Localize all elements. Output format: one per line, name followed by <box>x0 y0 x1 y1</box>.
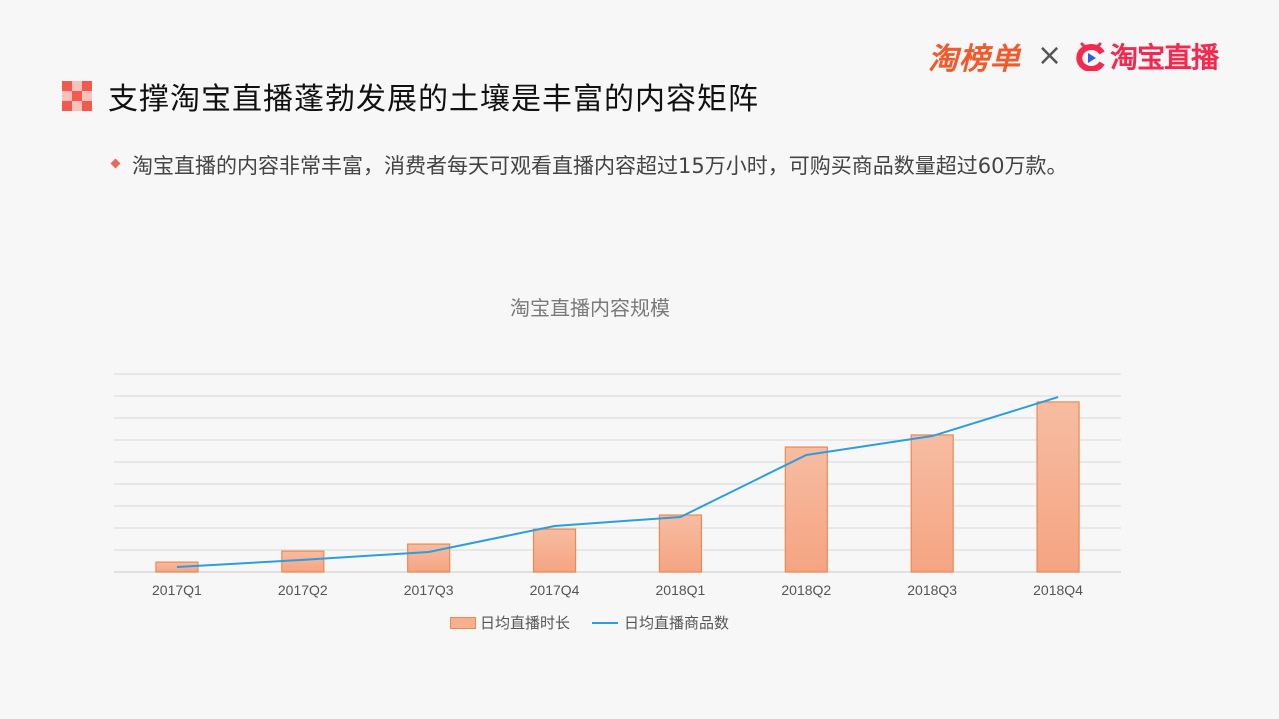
collab-separator: × <box>1037 38 1063 73</box>
header-logos: 淘榜单 × 淘宝直播 <box>928 36 1219 78</box>
x-axis-labels: 2017Q1 2017Q2 2017Q3 2017Q4 2018Q1 2018Q2 2018… <box>152 582 1083 598</box>
bar <box>658 514 703 573</box>
checker-icon <box>62 81 92 111</box>
page-title: 支撑淘宝直播蓬勃发展的土壤是丰富的内容矩阵 <box>108 82 759 117</box>
x-axis-label: 2018Q4 <box>1033 582 1083 598</box>
x-axis-label: 2017Q3 <box>404 582 454 598</box>
slide-title-row: 支撑淘宝直播蓬勃发展的土壤是丰富的内容矩阵 <box>62 74 759 118</box>
x-axis-label: 2018Q1 <box>656 582 706 598</box>
x-axis-label: 2017Q2 <box>278 582 328 598</box>
bar <box>1036 401 1080 573</box>
legend-line-label: 日均直播商品数 <box>624 614 730 632</box>
legend-bar-swatch <box>450 616 476 629</box>
bullet-point: 淘宝直播的内容非常丰富，消费者每天可观看直播内容超过15万小时，可购买商品数量超… <box>110 150 1068 180</box>
bar-series <box>155 401 1080 573</box>
bar <box>910 434 954 573</box>
bar <box>784 446 828 573</box>
bullet-text: 淘宝直播的内容非常丰富，消费者每天可观看直播内容超过15万小时，可购买商品数量超… <box>132 154 1068 178</box>
bar <box>155 561 199 573</box>
x-axis-label: 2017Q4 <box>530 582 580 598</box>
taobangdan-logo: 淘榜单 <box>928 42 1021 77</box>
chart-title: 淘宝直播内容规模 <box>510 296 670 320</box>
x-axis-label: 2018Q2 <box>781 582 831 598</box>
chart-legend: 日均直播时长 日均直播商品数 <box>450 612 729 633</box>
x-axis-label: 2018Q3 <box>907 582 957 598</box>
bar <box>532 528 577 573</box>
gridlines <box>114 373 1121 573</box>
line-series <box>176 396 1059 568</box>
legend-line-swatch <box>592 621 619 624</box>
legend-bar-label: 日均直播时长 <box>480 614 571 632</box>
taobao-live-logo: 淘宝直播 <box>1110 41 1219 74</box>
taobao-live-icon <box>1076 42 1105 71</box>
x-axis-label: 2017Q1 <box>152 582 202 598</box>
